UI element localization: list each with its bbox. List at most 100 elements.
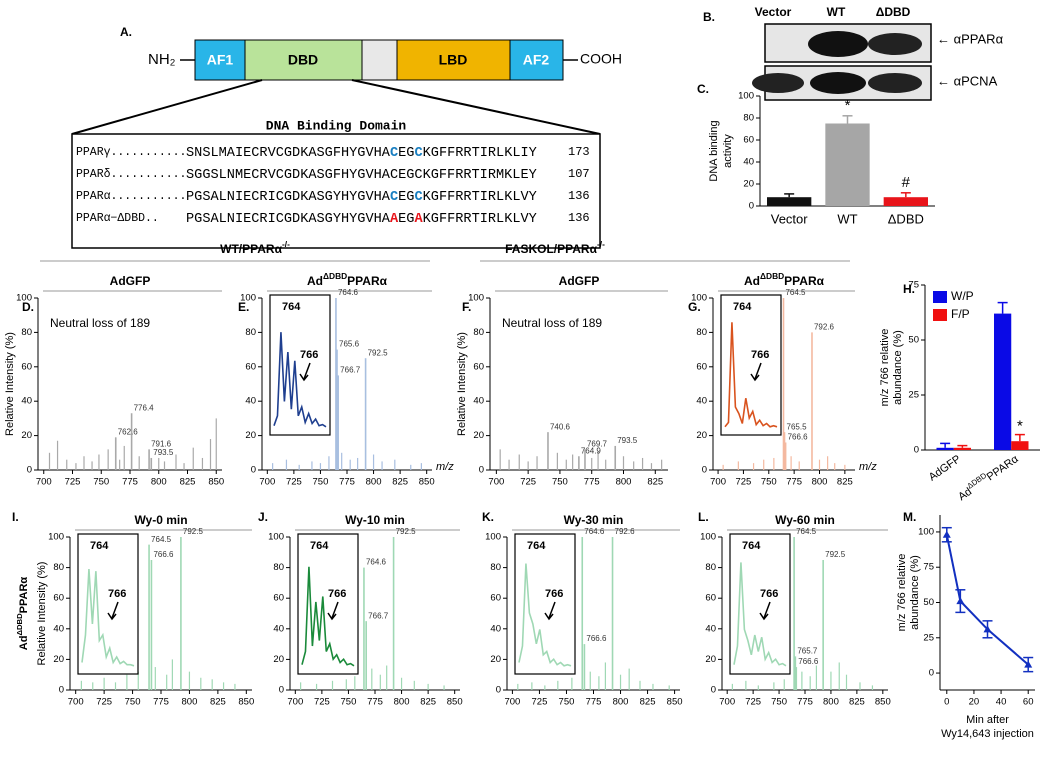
y-axis-title: abundance (%)	[892, 330, 904, 405]
point	[983, 625, 992, 633]
x-axis-title: m/z	[436, 461, 454, 473]
y-tick-label: 0	[27, 465, 32, 476]
panel-title-part: PPARα	[784, 274, 824, 288]
sequence-part: KGFFRRTIRLKLVY	[423, 190, 537, 205]
x-tick-label: 725	[314, 697, 330, 708]
x-tick-label: WT	[837, 211, 857, 226]
bar	[953, 447, 971, 450]
inset-label: 764	[282, 301, 301, 313]
y-tick-label: 20	[743, 179, 754, 190]
lane-label: Vector	[755, 5, 792, 19]
x-tick-label: 20	[969, 697, 980, 708]
y-tick-label: 80	[705, 562, 716, 573]
sequence-part: PGSALNIECRICGDKASGYHYGVHA	[186, 190, 391, 205]
x-axis-title: Wy14,643 injection	[941, 728, 1034, 740]
x-tick-label: ΔDBD	[888, 211, 924, 226]
peak-label: 793.5	[617, 436, 638, 445]
y-axis-title: Relative Intensity (%)	[36, 562, 48, 666]
y-tick-label: 60	[490, 593, 501, 604]
sequence: PGSALNIECRICGDKASGYHYGVHAAEGAKGFFRRTIRLK…	[186, 212, 537, 227]
y-tick-label: 80	[53, 562, 64, 573]
x-tick-label: 750	[761, 477, 777, 488]
sequence-part: C	[414, 190, 422, 205]
y-tick-label: 80	[273, 562, 284, 573]
peak-label: 766.7	[340, 366, 361, 375]
x-tick-label: 60	[1023, 697, 1034, 708]
band	[808, 31, 868, 57]
x-tick-label: 750	[771, 697, 787, 708]
y-tick-label: 80	[21, 327, 32, 338]
peak-label: 764.5	[785, 288, 806, 297]
y-tick-label: 50	[923, 597, 934, 608]
inset-profile	[724, 322, 778, 428]
group-label: WT/PPARα-/-	[220, 239, 290, 256]
annotation: *	[845, 97, 851, 114]
y-tick-label: 40	[743, 157, 754, 168]
inset-label: 766	[751, 349, 769, 361]
x-tick-label: 750	[559, 697, 575, 708]
x-tick-label: 800	[394, 697, 410, 708]
peak-label: 764.5	[151, 535, 172, 544]
panel-title-part: Ad	[307, 274, 323, 288]
y-axis-title: Relative Intensity (%)	[456, 332, 468, 436]
y-tick-label: 20	[273, 654, 284, 665]
peak-label: 766.6	[586, 634, 607, 643]
group-label: FASKOL/PPARα-/-	[505, 239, 605, 256]
bar	[1011, 441, 1029, 450]
peak-label: 792.5	[183, 527, 204, 536]
panel-label: D.	[22, 300, 34, 314]
group-label-part: -/-	[282, 239, 290, 249]
sequence-part: EG	[398, 146, 414, 161]
x-tick-label: 700	[259, 477, 275, 488]
x-tick-label: 750	[341, 697, 357, 708]
x-tick-label: 850	[419, 477, 435, 488]
bar	[936, 447, 954, 450]
protein-name: PPARδ...........	[76, 168, 186, 181]
y-tick-label: 100	[700, 532, 716, 543]
peak-label: 762.6	[118, 427, 139, 436]
sequence-part: A	[390, 212, 399, 227]
x-tick-label: 800	[616, 477, 632, 488]
y-tick-label: 40	[273, 623, 284, 634]
x-tick-label: 850	[208, 477, 224, 488]
y-tick-label: 100	[485, 532, 501, 543]
y-tick-label: 80	[490, 562, 501, 573]
sequence-part: C	[414, 146, 422, 161]
y-tick-label: 60	[273, 593, 284, 604]
point	[942, 530, 951, 538]
legend-label: F/P	[951, 307, 970, 321]
x-tick-label: 825	[849, 697, 865, 708]
y-tick-label: 20	[696, 430, 707, 441]
panel-title: AdΔDBDPPARα	[307, 271, 388, 288]
x-tick-label: 775	[153, 697, 169, 708]
y-tick-label: 60	[696, 361, 707, 372]
y-tick-label: 0	[479, 465, 484, 476]
panel-title-part: ΔDBD	[323, 271, 347, 281]
inset-frame	[77, 533, 139, 675]
y-axis-title-part: Ad	[18, 636, 30, 651]
x-tick-label: 750	[313, 477, 329, 488]
zoom-line	[71, 79, 263, 135]
y-tick-label: 20	[490, 654, 501, 665]
peak-label: 766.6	[153, 550, 174, 559]
bar	[825, 123, 870, 206]
sequence-part: EG	[398, 212, 414, 227]
inset-profile	[301, 566, 355, 667]
domain-label: LBD	[439, 52, 468, 68]
x-tick-label: 775	[586, 697, 602, 708]
y-tick-label: 80	[473, 327, 484, 338]
inset-arrow	[299, 362, 311, 382]
y-tick-label: 100	[738, 91, 754, 102]
protein-name: PPARγ...........	[76, 146, 186, 159]
panel-label: L.	[698, 510, 709, 524]
peak-label: 766.6	[788, 433, 809, 442]
y-tick-label: 0	[914, 445, 919, 456]
domain-lbd	[396, 39, 511, 81]
residue-number: 136	[568, 189, 590, 203]
bar	[994, 313, 1012, 450]
x-tick-label: 725	[735, 477, 751, 488]
domain-label: AF1	[207, 52, 234, 68]
y-tick-label: 60	[245, 361, 256, 372]
